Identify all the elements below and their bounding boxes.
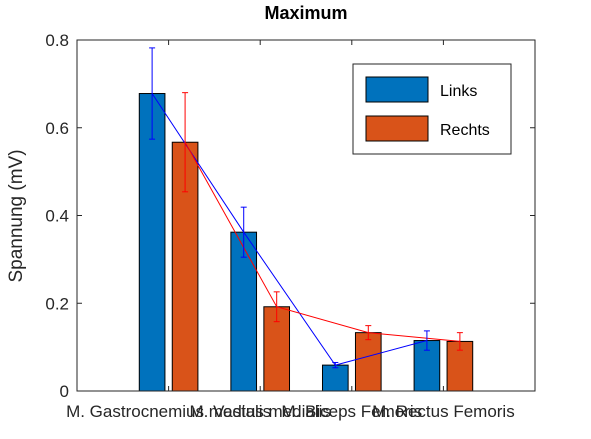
legend-label-links: Links [440, 83, 477, 100]
y-tick-label: 0.6 [45, 119, 69, 138]
error-bar-links-1 [149, 47, 156, 140]
error-bar-rechts-2 [273, 291, 280, 323]
y-axis-label: Spannung (mV) [6, 149, 27, 282]
legend-label-rechts: Rechts [440, 122, 490, 139]
bar-links-1 [138, 93, 166, 392]
x-tick-label: M. Rectus Femoris [372, 402, 515, 421]
legend-swatch-rechts [365, 115, 429, 142]
y-axis: 0 0.2 0.4 0.6 0.8 [45, 31, 535, 401]
bar-links-3 [321, 364, 349, 392]
chart-title: Maximum [264, 3, 347, 23]
x-tick-label: M. Vastus medialis [189, 402, 330, 421]
y-tick-label: 0.4 [45, 207, 69, 226]
bar-rechts-3 [354, 332, 382, 392]
error-bar-links-3 [332, 361, 339, 369]
legend: Links Rechts [352, 63, 512, 155]
error-bar-links-4 [423, 330, 430, 351]
legend-swatch-links [365, 76, 429, 103]
series-lines-layer [151, 93, 460, 366]
y-tick-label: 0.8 [45, 31, 69, 50]
error-bars-layer [149, 47, 463, 369]
series-line-rechts [184, 141, 460, 342]
y-tick-label: 0 [60, 382, 69, 401]
series-line-links [151, 93, 428, 366]
x-tick-label: M. Biceps Femoris [281, 402, 422, 421]
error-bar-rechts-1 [182, 92, 189, 193]
error-bar-rechts-4 [456, 332, 463, 351]
error-bar-links-2 [240, 206, 247, 258]
x-tick-label: M. Gastrocnemius medialis [66, 402, 271, 421]
error-bar-rechts-3 [365, 325, 372, 341]
y-tick-label: 0.2 [45, 294, 69, 313]
